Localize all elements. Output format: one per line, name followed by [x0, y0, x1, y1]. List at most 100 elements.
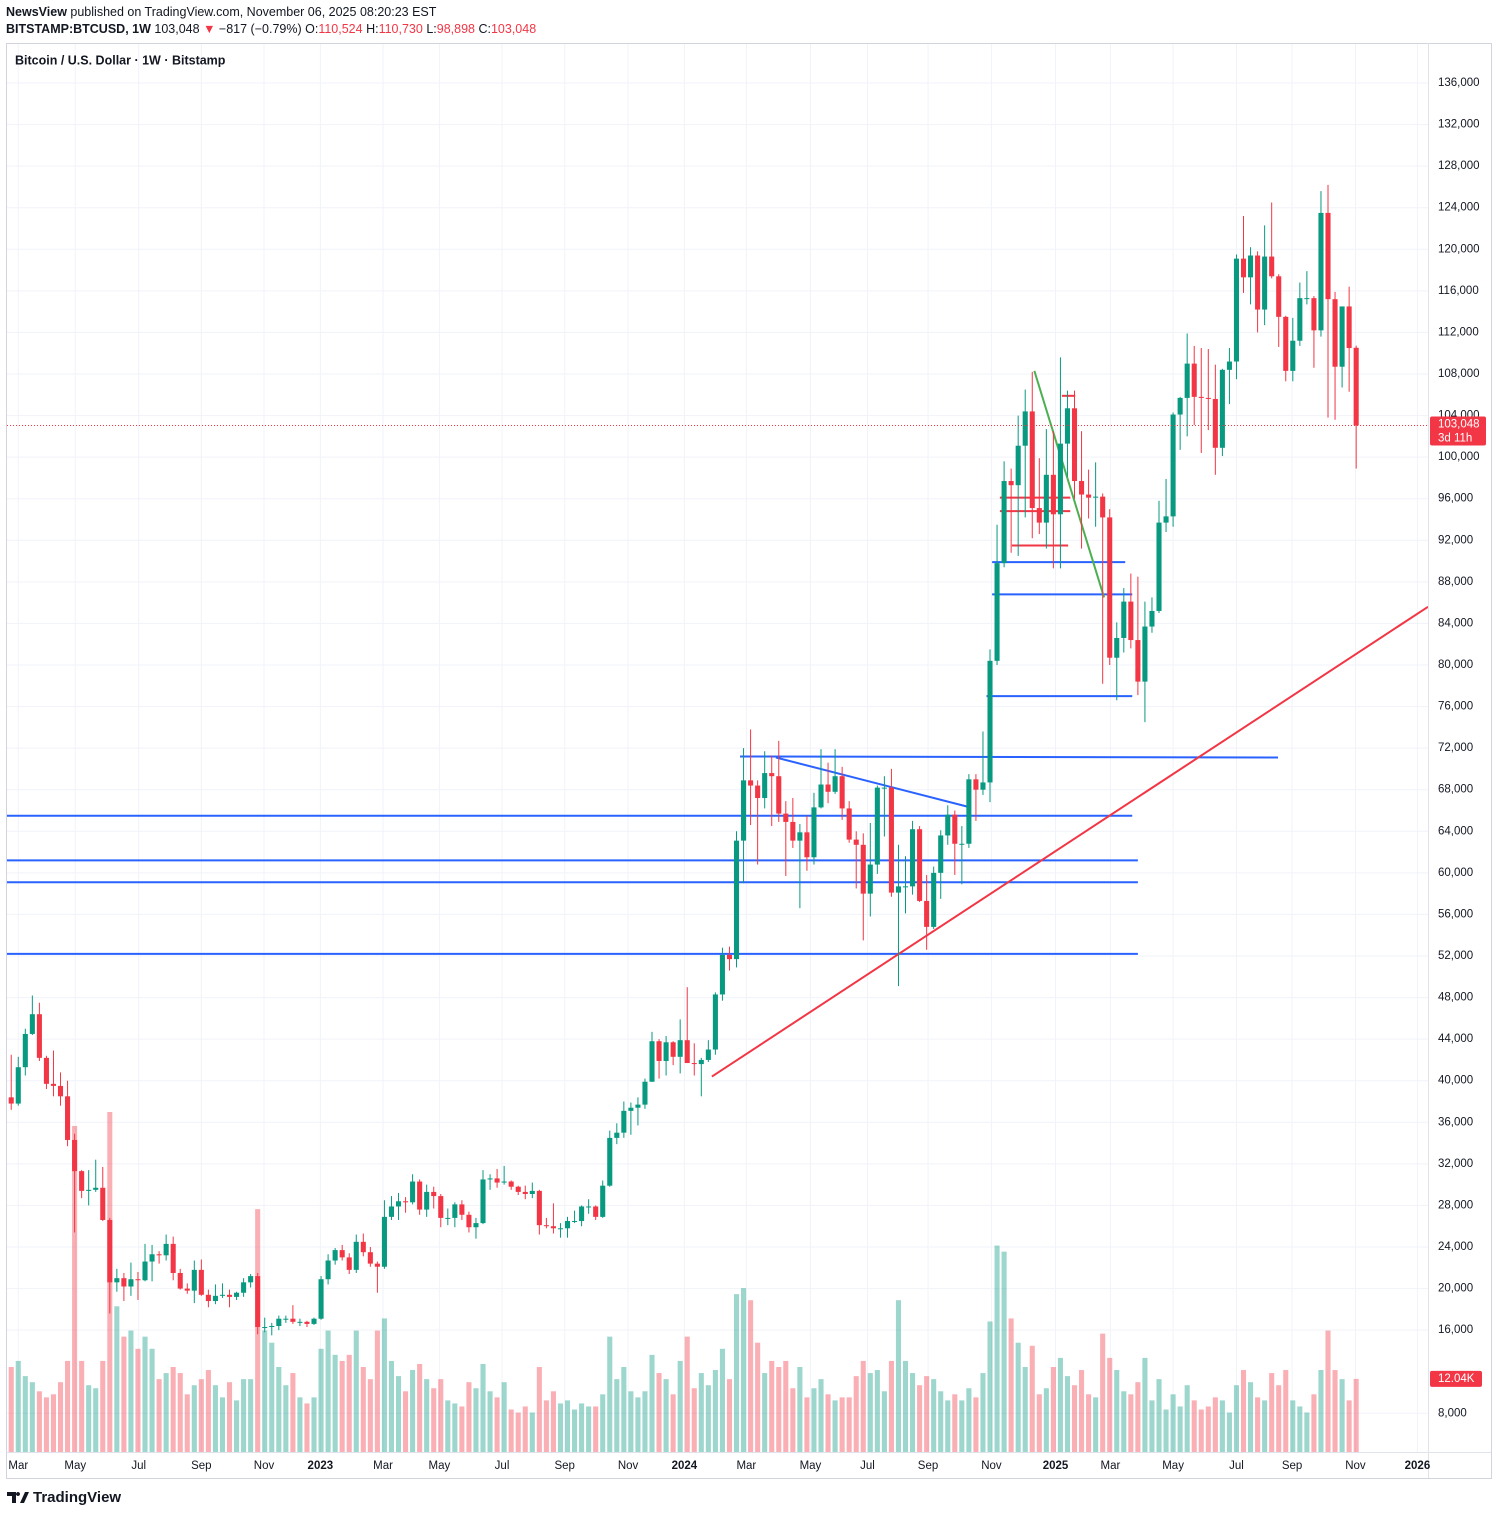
y-tick-label: 68,000 — [1438, 784, 1473, 796]
volume-bar — [748, 1300, 754, 1452]
candle-body — [1170, 414, 1176, 517]
volume-bar — [1177, 1406, 1183, 1452]
candle-body — [22, 1033, 28, 1068]
candle-body — [1079, 481, 1085, 495]
volume-bar — [1233, 1385, 1240, 1452]
candle-body — [1283, 316, 1289, 371]
volume-bar — [874, 1370, 880, 1452]
volume-bar — [36, 1391, 42, 1452]
candle-body — [487, 1178, 493, 1180]
volume-bar — [374, 1330, 380, 1452]
volume-bar — [1114, 1370, 1120, 1452]
volume-bar — [1283, 1370, 1289, 1452]
volume-bar — [881, 1391, 887, 1452]
volume-bar — [564, 1400, 571, 1452]
candle-body — [776, 776, 782, 814]
candle-body — [79, 1171, 85, 1191]
candle-body — [593, 1206, 599, 1217]
volume-bar — [248, 1379, 254, 1452]
x-tick-label: Mar — [1101, 1460, 1121, 1472]
volume-bar — [86, 1385, 92, 1452]
last-price: 103,048 — [154, 22, 200, 36]
volume-bar — [1212, 1397, 1218, 1452]
volume-bar — [1086, 1394, 1092, 1452]
candle-body — [72, 1139, 78, 1172]
publisher: NewsView — [6, 5, 67, 19]
y-tick-label: 84,000 — [1438, 617, 1473, 629]
candle-body — [311, 1318, 317, 1324]
candle-body — [248, 1276, 254, 1283]
volume-bar — [121, 1336, 127, 1452]
candle-body — [656, 1041, 662, 1061]
volume-bar — [226, 1382, 233, 1452]
candle-body — [234, 1292, 240, 1297]
candle-body — [1029, 411, 1035, 509]
candle-body — [522, 1191, 528, 1194]
candle-body — [1262, 256, 1268, 310]
volume-bar — [304, 1403, 310, 1452]
y-tick-label: 116,000 — [1438, 285, 1479, 297]
candle-body — [980, 782, 986, 790]
volume-bar — [1071, 1385, 1078, 1452]
volume-bar — [269, 1342, 275, 1452]
ohlc-key: L: — [426, 22, 437, 36]
volume-bar — [100, 1360, 106, 1452]
volume-bar — [1318, 1370, 1324, 1452]
candle-body — [1156, 522, 1162, 611]
volume-bar — [1325, 1330, 1331, 1452]
volume-bar — [1269, 1373, 1275, 1452]
candle-body — [515, 1186, 521, 1192]
candle-body — [895, 886, 902, 893]
candle-body — [973, 779, 979, 790]
candle-body — [269, 1325, 275, 1328]
candle-body — [804, 832, 810, 858]
ohlc-key: H: — [366, 22, 379, 36]
candle-body — [564, 1221, 571, 1229]
x-tick-label: Nov — [1345, 1460, 1366, 1472]
candle-body — [543, 1225, 549, 1227]
candle-body — [297, 1321, 303, 1323]
candle-body — [1276, 276, 1282, 317]
candle-body — [403, 1201, 409, 1203]
volume-bar — [755, 1342, 761, 1452]
volume-bar — [1015, 1342, 1021, 1452]
volume-bar — [452, 1403, 458, 1452]
candle-body — [198, 1269, 204, 1295]
x-tick-label: Nov — [254, 1460, 275, 1472]
volume-bar — [234, 1400, 240, 1452]
candle-body — [332, 1250, 338, 1261]
x-tick-label: Sep — [1282, 1460, 1302, 1472]
candle-body — [325, 1260, 331, 1280]
candle-body — [304, 1321, 310, 1324]
volume-bar — [987, 1321, 993, 1452]
candle-body — [529, 1190, 535, 1194]
candle-body — [494, 1178, 500, 1183]
candle-body — [917, 829, 923, 901]
x-tick-label: May — [800, 1460, 822, 1472]
candle-body — [1269, 256, 1275, 277]
candle-body — [86, 1189, 92, 1191]
volume-bar — [536, 1367, 542, 1452]
candle-body — [353, 1241, 359, 1270]
volume-bar — [1304, 1412, 1310, 1452]
candle-body — [1353, 347, 1359, 426]
candle-body — [170, 1243, 176, 1273]
candle-body — [924, 900, 930, 927]
candle-body — [501, 1181, 507, 1183]
volume-bar — [15, 1360, 21, 1452]
candle-body — [65, 1096, 71, 1140]
volume-bar — [1255, 1397, 1261, 1452]
y-tick-label: 28,000 — [1438, 1199, 1473, 1211]
grid — [7, 44, 1428, 1452]
volume-bar — [508, 1409, 514, 1452]
volume-bar — [938, 1391, 944, 1452]
volume-bar — [586, 1406, 592, 1452]
candle-body — [733, 840, 740, 960]
candle-body — [698, 1059, 704, 1065]
candle-body — [424, 1191, 430, 1210]
candle-body — [480, 1179, 486, 1224]
volume-bar — [550, 1391, 556, 1452]
symbol: BITSTAMP:BTCUSD, 1W — [6, 22, 151, 36]
volume-bar — [410, 1370, 416, 1452]
